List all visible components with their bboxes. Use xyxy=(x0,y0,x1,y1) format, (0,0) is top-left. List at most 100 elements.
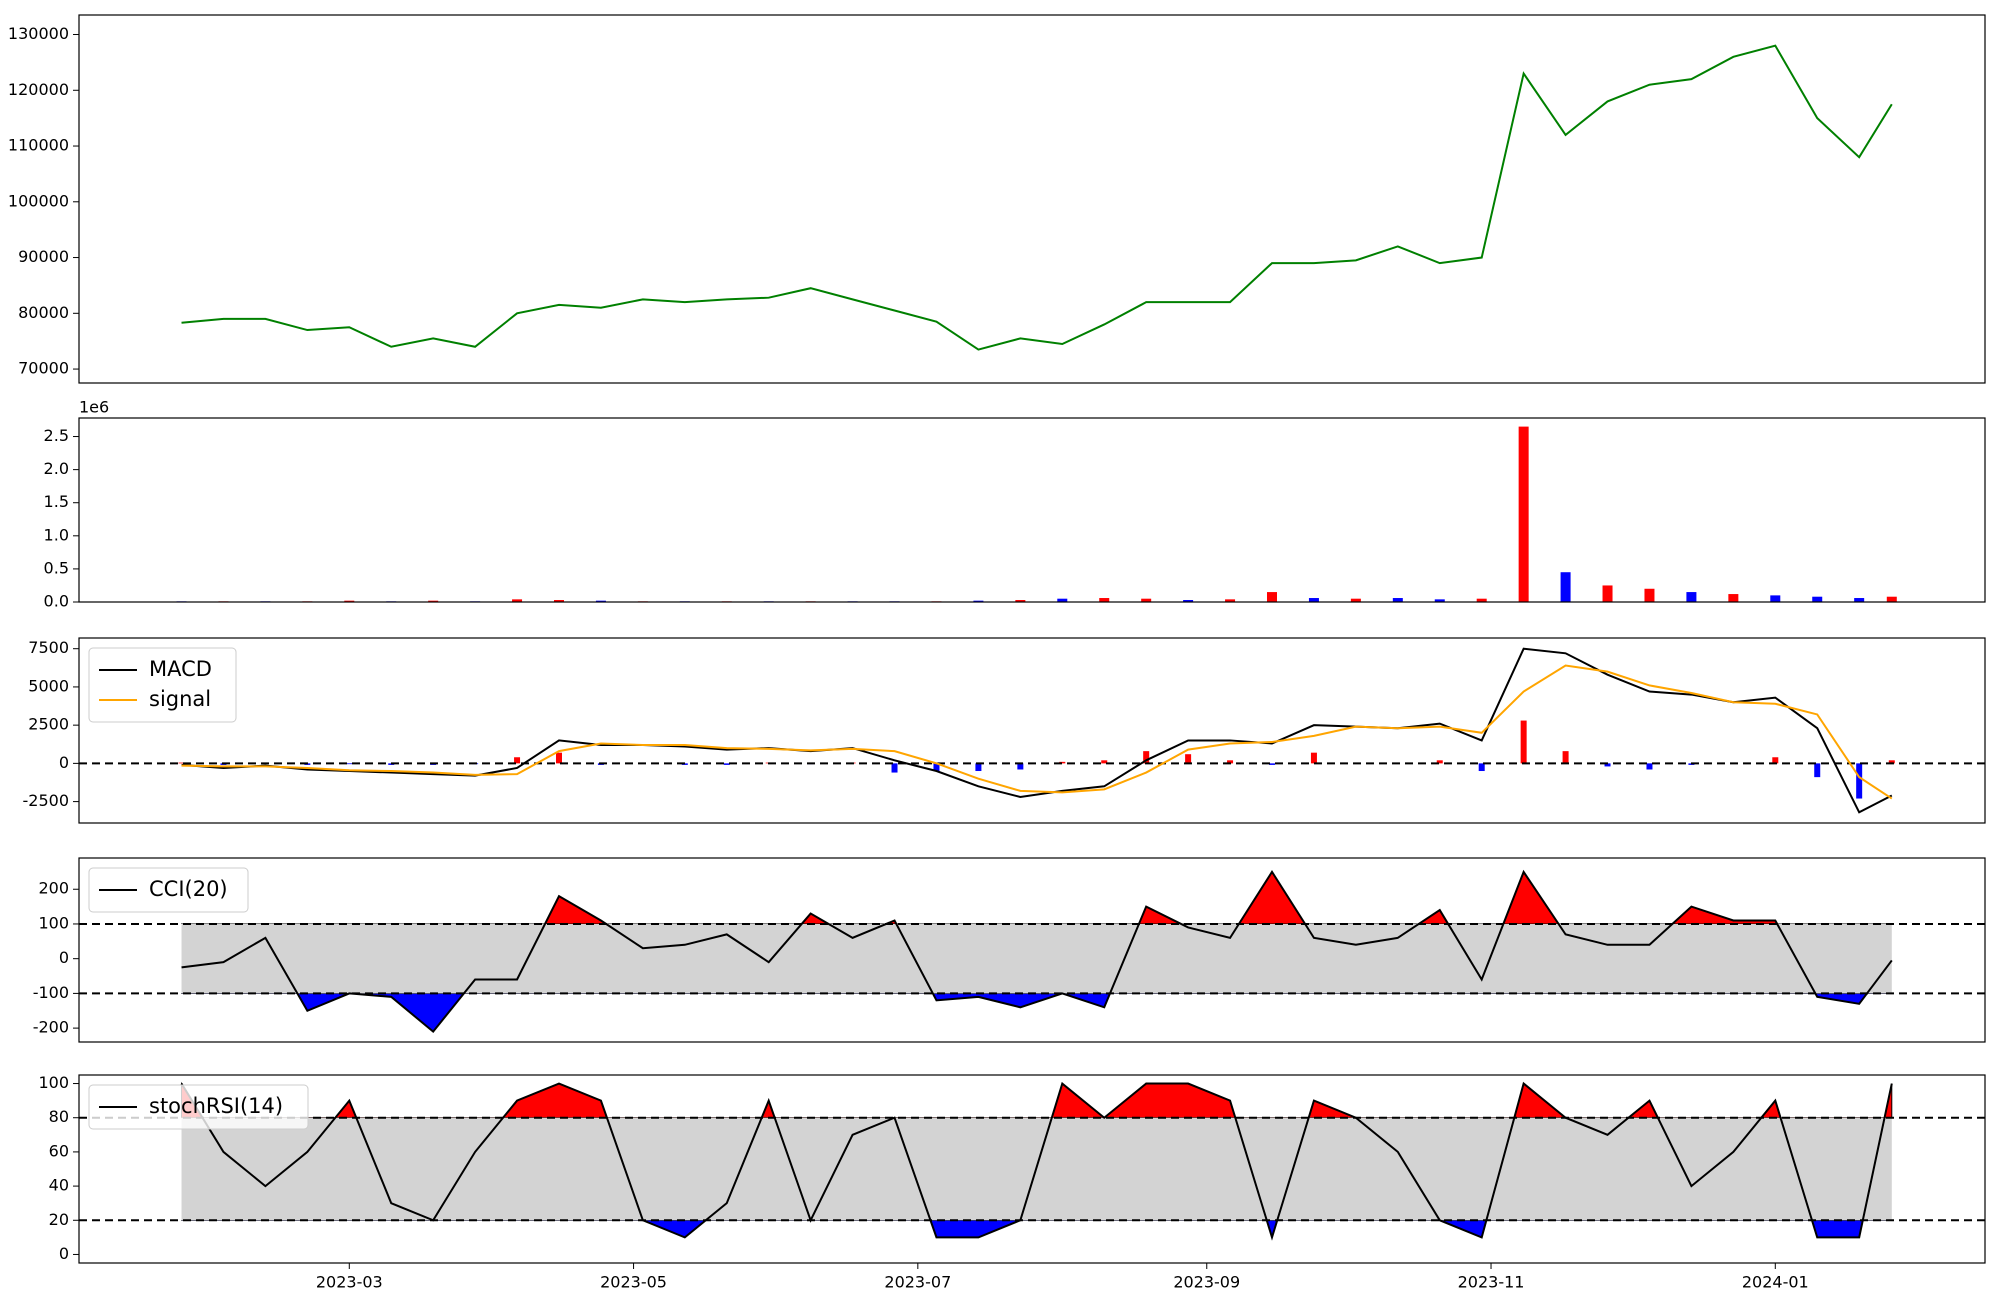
histogram-bar xyxy=(1604,763,1611,767)
legend: stochRSI(14) xyxy=(88,1084,309,1130)
legend-box xyxy=(88,1084,309,1130)
plot-area xyxy=(79,647,1985,814)
histogram-bar xyxy=(1562,751,1569,764)
bar xyxy=(1015,600,1026,602)
y-tick-label: 20 xyxy=(49,1210,69,1229)
bar xyxy=(1560,572,1571,602)
histogram-bar xyxy=(1856,763,1863,799)
y-tick-label: 80 xyxy=(49,1107,69,1126)
y-tick-label: 40 xyxy=(49,1176,69,1195)
histogram-bar xyxy=(1646,763,1653,770)
bar xyxy=(344,600,355,602)
plot-area xyxy=(176,426,1897,602)
bar xyxy=(1392,598,1403,602)
y-tick-label: 2.5 xyxy=(44,426,69,445)
histogram-bar xyxy=(1017,763,1024,770)
histogram-bar xyxy=(1185,754,1192,764)
bar xyxy=(428,600,439,602)
fill-below xyxy=(181,1220,1893,1240)
x-tick-label: 2023-09 xyxy=(1173,1273,1240,1292)
bar xyxy=(1644,588,1655,602)
panel: -2500 0 2500 5000 7500 MACD signal xyxy=(23,637,1986,824)
bar xyxy=(1183,600,1194,602)
y-tick-label: 0.0 xyxy=(44,592,69,611)
bar xyxy=(1602,585,1613,602)
histogram-bar xyxy=(178,762,185,764)
bar xyxy=(973,600,984,602)
bar xyxy=(1225,599,1236,602)
x-tick-label: 2023-05 xyxy=(600,1273,667,1292)
histogram-bar xyxy=(1478,763,1485,772)
y-tick-label: 80000 xyxy=(18,303,69,322)
legend-box xyxy=(88,867,249,913)
y-tick-label: 0 xyxy=(59,948,69,967)
y-tick-label: 0 xyxy=(59,1244,69,1263)
bar xyxy=(1141,598,1152,602)
axes-frame xyxy=(78,857,1986,1043)
y-tick-label: 200 xyxy=(38,879,69,898)
bar xyxy=(1476,598,1487,602)
y-tick-label: 7500 xyxy=(28,638,69,657)
histogram-bar xyxy=(555,752,562,764)
y-tick-label: 0 xyxy=(59,753,69,772)
legend-label: MACD xyxy=(149,657,212,681)
bar xyxy=(1686,592,1697,602)
y-tick-label: -2500 xyxy=(23,791,70,810)
x-tick-label: 2024-01 xyxy=(1742,1273,1809,1292)
y-tick-label: 120000 xyxy=(8,80,69,99)
bar xyxy=(1266,592,1277,602)
y-tick-label: 100 xyxy=(38,1073,69,1092)
y-tick-label: 60 xyxy=(49,1141,69,1160)
bar xyxy=(1099,598,1110,602)
histogram-bar xyxy=(1227,760,1234,764)
histogram-bar xyxy=(1436,760,1443,764)
y-tick-label: 100 xyxy=(38,913,69,932)
legend-label: CCI(20) xyxy=(149,877,228,901)
bar xyxy=(1728,594,1739,602)
legend-box xyxy=(88,647,237,723)
y-tick-label: 2.0 xyxy=(44,459,69,478)
histogram-bar xyxy=(1888,760,1895,764)
axes-frame xyxy=(78,637,1986,824)
y-tick-label: -200 xyxy=(33,1018,69,1037)
series-line xyxy=(181,664,1893,800)
histogram-bar xyxy=(1059,761,1066,764)
bar xyxy=(1434,599,1445,602)
y-tick-label: -100 xyxy=(33,983,69,1002)
y-tick-label: 1.0 xyxy=(44,525,69,544)
axes-frame xyxy=(78,1074,1986,1264)
histogram-bar xyxy=(514,757,521,764)
y-tick-label: 90000 xyxy=(18,247,69,266)
series-line xyxy=(180,1081,1893,1241)
histogram-bar xyxy=(975,763,982,772)
bar xyxy=(553,600,564,602)
series-line xyxy=(181,647,1893,814)
bar xyxy=(1770,595,1781,602)
plot-area xyxy=(79,1081,1985,1241)
legend-label: stochRSI(14) xyxy=(149,1094,283,1118)
bar xyxy=(1308,598,1319,602)
plot-area xyxy=(181,44,1893,351)
histogram-bar xyxy=(891,763,898,773)
y-tick-label: 110000 xyxy=(8,136,69,155)
axes-frame xyxy=(78,417,1986,603)
bar xyxy=(1854,598,1865,602)
axes-frame xyxy=(78,14,1986,384)
histogram-bar xyxy=(1143,751,1150,764)
legend-label: signal xyxy=(149,687,211,711)
histogram-bar xyxy=(1814,763,1821,778)
bar xyxy=(1886,596,1897,602)
x-tick-label: 2023-07 xyxy=(884,1273,951,1292)
y-tick-label: 1.5 xyxy=(44,492,69,511)
y-tick-label: 0.5 xyxy=(44,558,69,577)
panel: 0 20 40 60 80 100 2023-03 2023-05 2023-07 2023-09… xyxy=(38,1073,1986,1292)
offset-label: 1e6 xyxy=(79,398,109,417)
bar xyxy=(1350,598,1361,602)
y-tick-label: 100000 xyxy=(8,191,69,210)
histogram-bar xyxy=(1101,760,1108,764)
legend: CCI(20) xyxy=(88,867,249,913)
series-line xyxy=(181,44,1893,351)
band xyxy=(181,923,1892,994)
histogram-bar xyxy=(723,763,730,765)
